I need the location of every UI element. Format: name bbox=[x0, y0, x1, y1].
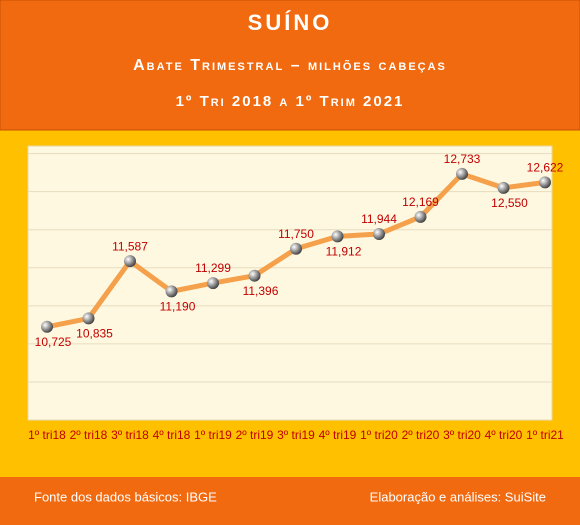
data-point bbox=[124, 255, 136, 268]
data-label: 11,396 bbox=[243, 284, 279, 298]
data-label: 10,835 bbox=[76, 327, 113, 341]
data-label: 11,944 bbox=[361, 212, 397, 226]
x-tick-label: 1º tri19 bbox=[194, 428, 232, 442]
data-label: 12,550 bbox=[491, 196, 528, 210]
data-point bbox=[248, 269, 261, 282]
data-point bbox=[290, 242, 302, 255]
x-tick-label: 3º tri20 bbox=[443, 428, 481, 442]
data-point bbox=[373, 227, 385, 240]
data-point bbox=[165, 285, 178, 298]
credit-note: Elaboração e análises: SuiSite bbox=[370, 489, 546, 504]
data-point bbox=[414, 210, 427, 223]
x-tick-label: 2º tri18 bbox=[69, 428, 108, 442]
data-label: 11,750 bbox=[278, 227, 314, 241]
data-point bbox=[539, 176, 551, 189]
data-label: 12,622 bbox=[527, 161, 564, 175]
data-label: 12,169 bbox=[402, 195, 439, 209]
x-tick-label: 2º tri19 bbox=[235, 428, 274, 442]
data-label: 11,299 bbox=[195, 261, 231, 275]
data-point bbox=[456, 167, 468, 180]
data-label: 11,912 bbox=[326, 245, 362, 259]
data-point bbox=[82, 312, 95, 325]
data-point bbox=[331, 230, 344, 243]
source-note: Fonte dos dados básicos: IBGE bbox=[34, 489, 217, 504]
header-band bbox=[0, 0, 580, 131]
data-label: 10,725 bbox=[35, 335, 72, 349]
x-tick-label: 1º tri21 bbox=[526, 428, 564, 442]
data-point bbox=[207, 277, 219, 290]
footer-band bbox=[0, 477, 580, 525]
x-tick-label: 2º tri20 bbox=[401, 428, 440, 442]
x-tick-label: 1º tri18 bbox=[28, 428, 66, 442]
x-tick-label: 3º tri18 bbox=[111, 428, 149, 442]
x-tick-label: 4º tri20 bbox=[484, 428, 523, 442]
data-point bbox=[41, 320, 53, 333]
chart-title: SUÍNO bbox=[248, 10, 333, 35]
data-label: 12,733 bbox=[444, 152, 481, 166]
data-label: 11,190 bbox=[160, 300, 196, 314]
chart-subtitle: Abate Trimestral – milhões cabeças bbox=[133, 57, 447, 74]
x-tick-label: 3º tri19 bbox=[277, 428, 315, 442]
plot-area bbox=[27, 145, 553, 421]
x-tick-label: 4º tri18 bbox=[152, 428, 191, 442]
x-tick-label: 4º tri19 bbox=[318, 428, 357, 442]
chart-period: 1º Tri 2018 a 1º Trim 2021 bbox=[176, 93, 405, 110]
x-tick-label: 1º tri20 bbox=[360, 428, 398, 442]
data-point bbox=[497, 181, 510, 194]
data-label: 11,587 bbox=[112, 239, 148, 253]
